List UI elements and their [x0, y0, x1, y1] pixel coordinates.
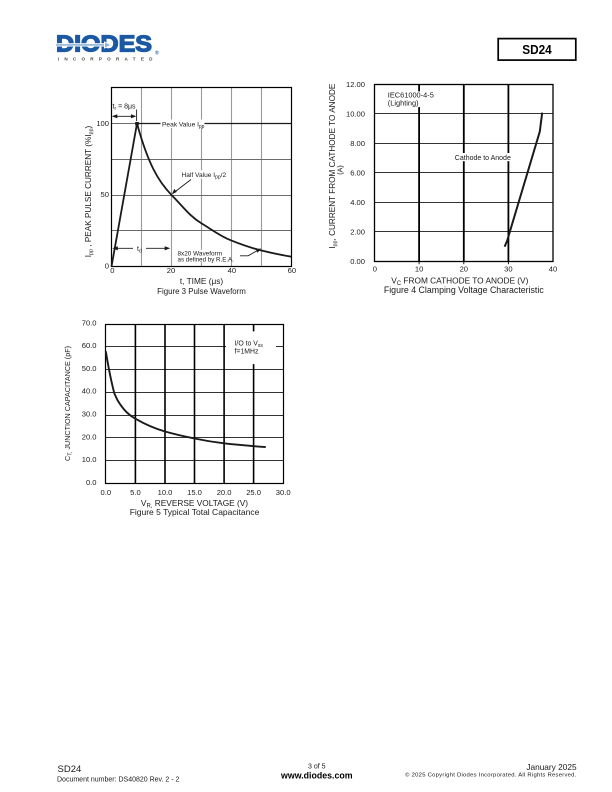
svg-text:VR, REVERSE VOLTAGE (V): VR, REVERSE VOLTAGE (V)	[141, 498, 248, 510]
svg-text:70.0: 70.0	[82, 318, 97, 327]
svg-text:0.0: 0.0	[86, 478, 97, 487]
svg-text:2.00: 2.00	[350, 228, 365, 237]
svg-text:30.0: 30.0	[276, 488, 291, 497]
svg-text:0.00: 0.00	[350, 257, 365, 266]
svg-text:Peak Value Ipp: Peak Value Ipp	[162, 121, 205, 130]
svg-text:20: 20	[460, 264, 468, 273]
svg-text:40: 40	[549, 264, 557, 273]
svg-text:8.00: 8.00	[350, 139, 365, 148]
svg-text:Figure 4 Clamping Voltage Char: Figure 4 Clamping Voltage Characteristic	[384, 285, 544, 295]
svg-text:0.0: 0.0	[101, 488, 112, 497]
svg-text:Document number: DS40820 Rev.: Document number: DS40820 Rev. 2 - 2	[57, 777, 180, 784]
svg-text:www.diodes.com: www.diodes.com	[280, 771, 353, 781]
svg-text:January 2025: January 2025	[526, 762, 577, 772]
svg-text:40: 40	[228, 266, 236, 275]
svg-text:100: 100	[96, 119, 109, 128]
svg-text:60: 60	[288, 266, 296, 275]
svg-text:tr = 8μs: tr = 8μs	[113, 104, 137, 113]
svg-text:15.0: 15.0	[187, 488, 202, 497]
svg-text:20: 20	[167, 266, 175, 275]
svg-text:25.0: 25.0	[246, 488, 261, 497]
svg-text:SD24: SD24	[522, 42, 552, 57]
svg-text:Figure 3 Pulse Waveform: Figure 3 Pulse Waveform	[157, 287, 246, 296]
svg-text:50.0: 50.0	[82, 364, 97, 373]
svg-text:Figure 5 Typical Total Capacit: Figure 5 Typical Total Capacitance	[130, 507, 260, 517]
svg-text:(A): (A)	[336, 165, 345, 175]
svg-text:4.00: 4.00	[350, 198, 365, 207]
svg-text:td: td	[137, 246, 142, 255]
svg-text:f=1MHz: f=1MHz	[235, 348, 259, 355]
svg-text:Cathode to Anode: Cathode to Anode	[455, 155, 511, 162]
svg-text:10: 10	[415, 264, 423, 273]
svg-text:5.0: 5.0	[130, 488, 141, 497]
svg-text:10.0: 10.0	[158, 488, 173, 497]
svg-text:20.0: 20.0	[82, 432, 97, 441]
svg-text:t, TIME (μs): t, TIME (μs)	[180, 276, 224, 286]
svg-text:12.00: 12.00	[346, 80, 365, 89]
svg-text:10.00: 10.00	[346, 110, 365, 119]
svg-text:Half Value Ipp/2: Half Value Ipp/2	[182, 172, 227, 181]
svg-text:0: 0	[105, 262, 109, 271]
svg-text:SD24: SD24	[58, 764, 82, 775]
svg-text:60.0: 60.0	[82, 341, 97, 350]
svg-text:20.0: 20.0	[217, 488, 232, 497]
svg-text:Ipp , PEAK PULSE CURRENT (%Ipp: Ipp , PEAK PULSE CURRENT (%Ipp)	[84, 125, 95, 257]
svg-text:I/O to Vss: I/O to Vss	[235, 341, 264, 350]
svg-text:8x20 Waveform: 8x20 Waveform	[178, 251, 223, 258]
svg-text:(Lighting): (Lighting)	[388, 99, 419, 108]
svg-text:30: 30	[504, 264, 512, 273]
svg-text:6.00: 6.00	[350, 169, 365, 178]
svg-text:CT, JUNCTION CAPACITANCE (pF): CT, JUNCTION CAPACITANCE (pF)	[63, 346, 74, 461]
svg-text:®: ®	[155, 50, 159, 57]
svg-text:© 2025 Copyright Diodes Incorp: © 2025 Copyright Diodes Incorporated. Al…	[405, 772, 577, 779]
svg-text:VC FROM CATHODE TO ANODE (V): VC FROM CATHODE TO ANODE (V)	[391, 276, 528, 288]
svg-text:3 of 5: 3 of 5	[308, 764, 326, 771]
svg-text:10.0: 10.0	[82, 455, 97, 464]
svg-text:INCORPORATED: INCORPORATED	[58, 57, 158, 62]
svg-text:0: 0	[373, 264, 377, 273]
svg-text:0: 0	[110, 266, 114, 275]
svg-text:as defined by R.E.A.: as defined by R.E.A.	[178, 257, 235, 264]
svg-text:50: 50	[101, 190, 109, 199]
svg-text:Ipp, CURRENT FROM CATHODE TO A: Ipp, CURRENT FROM CATHODE TO ANODE	[328, 83, 339, 249]
svg-text:IEC61000-4-5: IEC61000-4-5	[388, 91, 434, 100]
svg-text:40.0: 40.0	[82, 387, 97, 396]
svg-text:30.0: 30.0	[82, 410, 97, 419]
